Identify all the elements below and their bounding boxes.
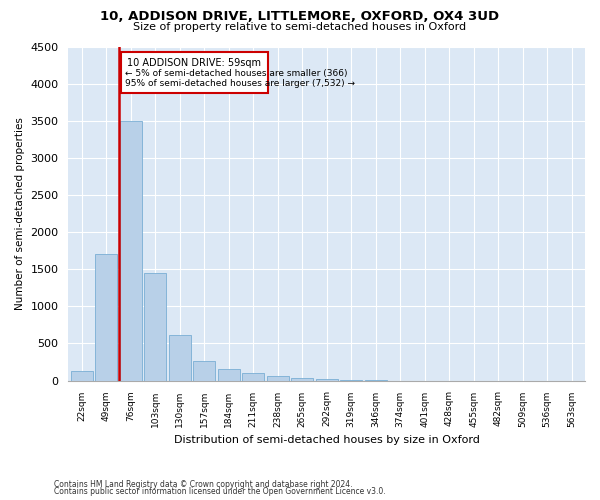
X-axis label: Distribution of semi-detached houses by size in Oxford: Distribution of semi-detached houses by …	[174, 435, 479, 445]
Text: 10 ADDISON DRIVE: 59sqm: 10 ADDISON DRIVE: 59sqm	[127, 58, 262, 68]
Bar	[267, 376, 289, 380]
Text: Size of property relative to semi-detached houses in Oxford: Size of property relative to semi-detach…	[133, 22, 467, 32]
Bar	[145, 273, 166, 380]
Text: 10, ADDISON DRIVE, LITTLEMORE, OXFORD, OX4 3UD: 10, ADDISON DRIVE, LITTLEMORE, OXFORD, O…	[100, 10, 500, 23]
Y-axis label: Number of semi-detached properties: Number of semi-detached properties	[15, 117, 25, 310]
Text: 95% of semi-detached houses are larger (7,532) →: 95% of semi-detached houses are larger (…	[125, 79, 355, 88]
Bar	[169, 334, 191, 380]
Text: Contains public sector information licensed under the Open Government Licence v3: Contains public sector information licen…	[54, 487, 386, 496]
Text: Contains HM Land Registry data © Crown copyright and database right 2024.: Contains HM Land Registry data © Crown c…	[54, 480, 353, 489]
Bar	[218, 370, 240, 380]
Text: ← 5% of semi-detached houses are smaller (366): ← 5% of semi-detached houses are smaller…	[125, 69, 347, 78]
Bar	[95, 254, 118, 380]
Bar	[120, 120, 142, 380]
Bar	[193, 360, 215, 380]
Bar	[242, 373, 264, 380]
Bar	[291, 378, 313, 380]
FancyBboxPatch shape	[121, 52, 268, 94]
Bar	[71, 371, 93, 380]
